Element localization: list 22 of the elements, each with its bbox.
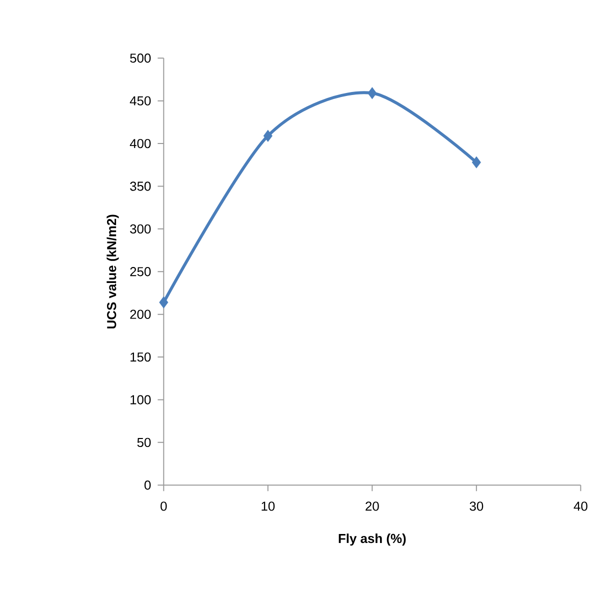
point (159, 296, 168, 308)
y-tick-label: 0 (144, 480, 151, 490)
x-tick-label: 10 (262, 502, 275, 511)
y-tick-label: 400 (130, 138, 151, 148)
point (368, 87, 377, 100)
x-tick-label: 20 (366, 502, 379, 511)
y-tick-label: 100 (130, 395, 151, 404)
y-tick-label: 350 (130, 182, 151, 191)
point (472, 156, 481, 168)
x-tick-label: 40 (574, 502, 588, 511)
y-axis-title: UCS value (kN/m2) (106, 214, 119, 328)
x-tick-label: 0 (160, 502, 167, 511)
y-tick-label: 500 (130, 54, 151, 63)
y-tick-label: 250 (130, 267, 151, 276)
y-tick-label: 300 (130, 224, 151, 234)
point (263, 130, 272, 142)
y-tick-label: 50 (137, 438, 151, 448)
y-tick-label: 450 (130, 96, 151, 106)
x-axis-title: Fly ash (%) (338, 534, 406, 546)
y-tick-label: 200 (130, 310, 151, 319)
x-tick-label: 30 (470, 502, 484, 511)
y-tick-label: 150 (130, 352, 151, 362)
